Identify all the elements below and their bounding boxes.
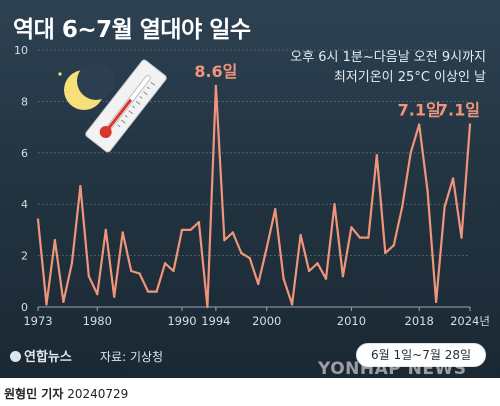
decoration-layer	[58, 59, 167, 153]
data-point	[180, 228, 184, 232]
data-point	[460, 236, 463, 239]
data-point	[104, 228, 107, 232]
line-layer	[36, 84, 472, 309]
x-tick-label: 1994	[201, 314, 230, 328]
data-point	[138, 272, 141, 275]
y-tick-label: 4	[21, 198, 28, 211]
source-note: 자료: 기상청	[100, 350, 164, 364]
data-point	[155, 290, 158, 293]
data-point	[231, 231, 235, 234]
data-point	[223, 238, 226, 242]
data-point	[206, 305, 209, 309]
data-label: 7.1일	[398, 101, 441, 120]
data-point	[307, 269, 311, 273]
y-tick-label: 8	[21, 95, 28, 108]
y-tick-label: 6	[21, 147, 28, 160]
y-tick-label: 2	[21, 250, 28, 263]
data-point	[121, 231, 124, 234]
data-point	[96, 292, 99, 296]
data-point	[434, 300, 438, 304]
credit-date: 20240729	[67, 387, 129, 401]
line-chart: 0 2 4 6 8 10 1973 1980 1990 1994 2000 2010 2018 2024년…	[14, 44, 490, 328]
data-point	[197, 220, 201, 224]
x-tick-label: 2018	[405, 314, 434, 328]
data-point	[146, 290, 150, 293]
data-point	[129, 269, 133, 273]
chart-title: 역대 6~7월 열대야 일수	[13, 17, 251, 43]
x-tick-label: 1990	[167, 314, 196, 328]
reporter-name: 원형민 기자	[4, 387, 64, 401]
data-point	[172, 269, 175, 273]
data-point	[240, 251, 243, 255]
data-point	[87, 274, 91, 278]
data-point	[316, 262, 319, 265]
data-point	[392, 244, 395, 247]
x-tick-label: 2000	[252, 314, 281, 328]
data-point	[79, 185, 82, 188]
series-line	[36, 84, 472, 309]
data-point	[443, 205, 446, 208]
x-tick-label: 2010	[337, 314, 366, 328]
data-point	[248, 256, 251, 260]
y-tick-label: 0	[21, 301, 28, 314]
data-point	[265, 246, 268, 250]
thermometer-icon	[85, 59, 167, 153]
data-point	[299, 233, 302, 237]
data-point	[341, 274, 345, 278]
data-point	[333, 203, 336, 206]
data-point	[409, 151, 412, 154]
data-point	[45, 303, 48, 306]
data-label: 7.1일	[437, 101, 480, 120]
data-point	[290, 303, 294, 306]
logo-icon	[10, 351, 21, 362]
subtitle-line-2: 최저기온이 25°C 이상인 날	[333, 70, 486, 85]
data-label: 8.6일	[194, 62, 237, 81]
x-tick-label: 1980	[83, 314, 112, 328]
data-point	[401, 205, 404, 208]
data-point	[375, 154, 379, 157]
data-point	[273, 208, 277, 211]
data-point	[62, 300, 65, 304]
data-point	[53, 238, 57, 242]
x-tick-label: 2024년	[450, 314, 490, 328]
data-point	[189, 228, 192, 232]
data-point	[282, 277, 285, 280]
data-point	[468, 123, 472, 126]
data-point	[70, 262, 74, 265]
data-point	[113, 295, 116, 298]
data-point	[214, 84, 218, 88]
data-point	[384, 251, 387, 255]
moon-icon	[58, 62, 115, 110]
credit-line: 원형민 기자 20240729	[4, 385, 128, 402]
data-point	[367, 236, 370, 239]
data-point	[417, 123, 421, 126]
logo-label: 연합뉴스	[24, 350, 72, 365]
data-point	[426, 190, 429, 193]
chart-card: 0 2 4 6 8 10 1973 1980 1990 1994 2000 2010 2018 2024년…	[0, 0, 500, 378]
data-point	[257, 282, 260, 286]
date-range-badge: 6월 1일~7월 28일	[356, 343, 486, 367]
data-point	[36, 218, 40, 221]
data-point	[324, 277, 328, 280]
subtitle-line-1: 오후 6시 1분~다음날 오전 9시까지	[290, 50, 486, 65]
data-point	[350, 226, 353, 229]
data-point	[358, 236, 362, 239]
logo: 연합뉴스	[10, 346, 72, 365]
x-tick-label: 1973	[23, 314, 52, 328]
watermark: YONHAP NEWS	[318, 359, 467, 378]
data-point	[451, 177, 455, 180]
data-point	[163, 262, 167, 265]
y-tick-label: 10	[14, 44, 28, 57]
label-layer: 0 2 4 6 8 10 1973 1980 1990 1994 2000 2010 2018 2024년…	[14, 44, 490, 328]
